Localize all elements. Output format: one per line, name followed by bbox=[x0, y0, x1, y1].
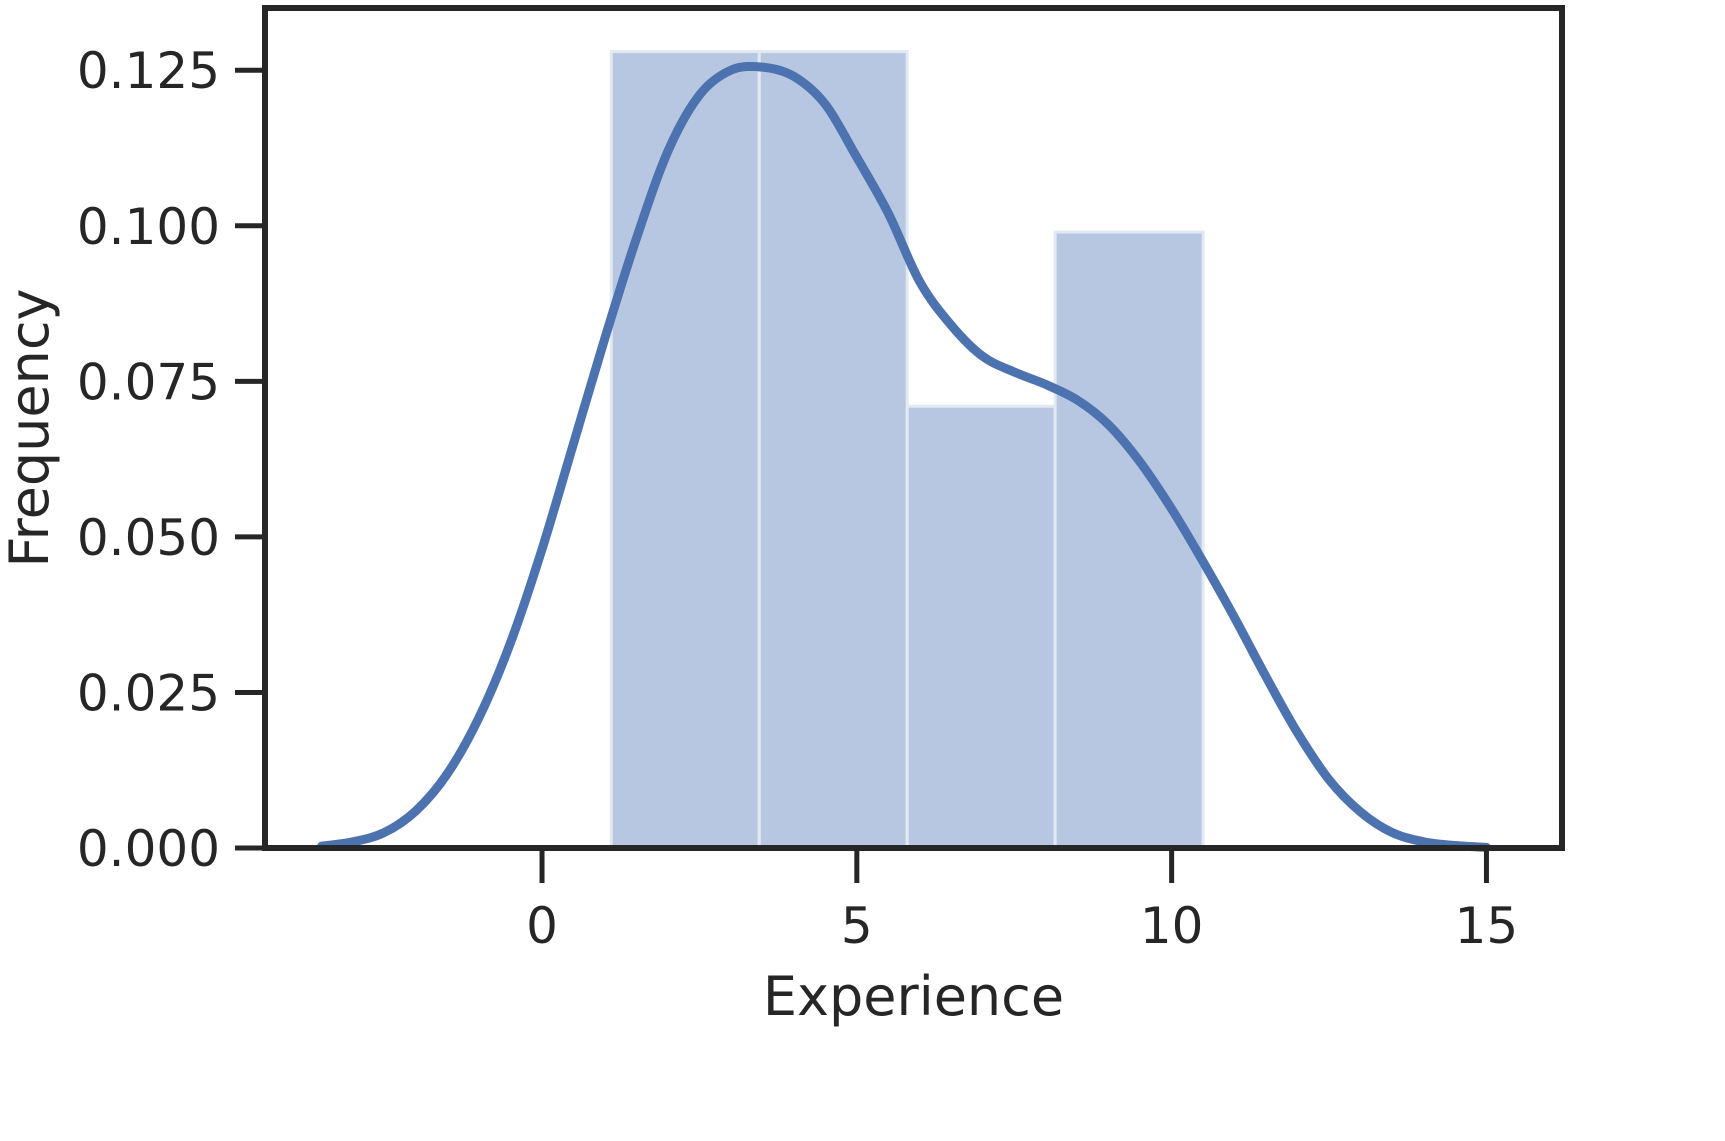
x-tick-label: 0 bbox=[526, 897, 558, 955]
y-tick-label: 0.125 bbox=[77, 42, 220, 100]
plot-frame bbox=[262, 5, 1565, 851]
x-axis-label: Experience bbox=[763, 965, 1064, 1028]
x-tick-label: 15 bbox=[1455, 897, 1519, 955]
y-tick-label: 0.075 bbox=[77, 353, 220, 411]
y-axis-ticks: 0.000 0.025 0.050 0.075 0.100 0.125 bbox=[77, 42, 265, 878]
histogram-bar bbox=[609, 50, 761, 850]
y-tick-label: 0.000 bbox=[77, 820, 220, 878]
y-tick-label: 0.025 bbox=[77, 664, 220, 722]
y-tick-label: 0.100 bbox=[77, 198, 220, 256]
y-tick-label: 0.050 bbox=[77, 509, 220, 567]
kde-curve bbox=[317, 61, 1491, 852]
histogram-bars bbox=[609, 50, 1205, 850]
histogram-bar bbox=[905, 404, 1057, 850]
x-tick-label: 10 bbox=[1140, 897, 1204, 955]
x-axis-ticks: 0 5 10 15 bbox=[526, 848, 1518, 955]
y-axis-label: Frequency bbox=[0, 289, 61, 568]
x-tick-label: 5 bbox=[841, 897, 873, 955]
histogram-bar bbox=[757, 50, 909, 850]
histogram-bar bbox=[1053, 230, 1205, 850]
